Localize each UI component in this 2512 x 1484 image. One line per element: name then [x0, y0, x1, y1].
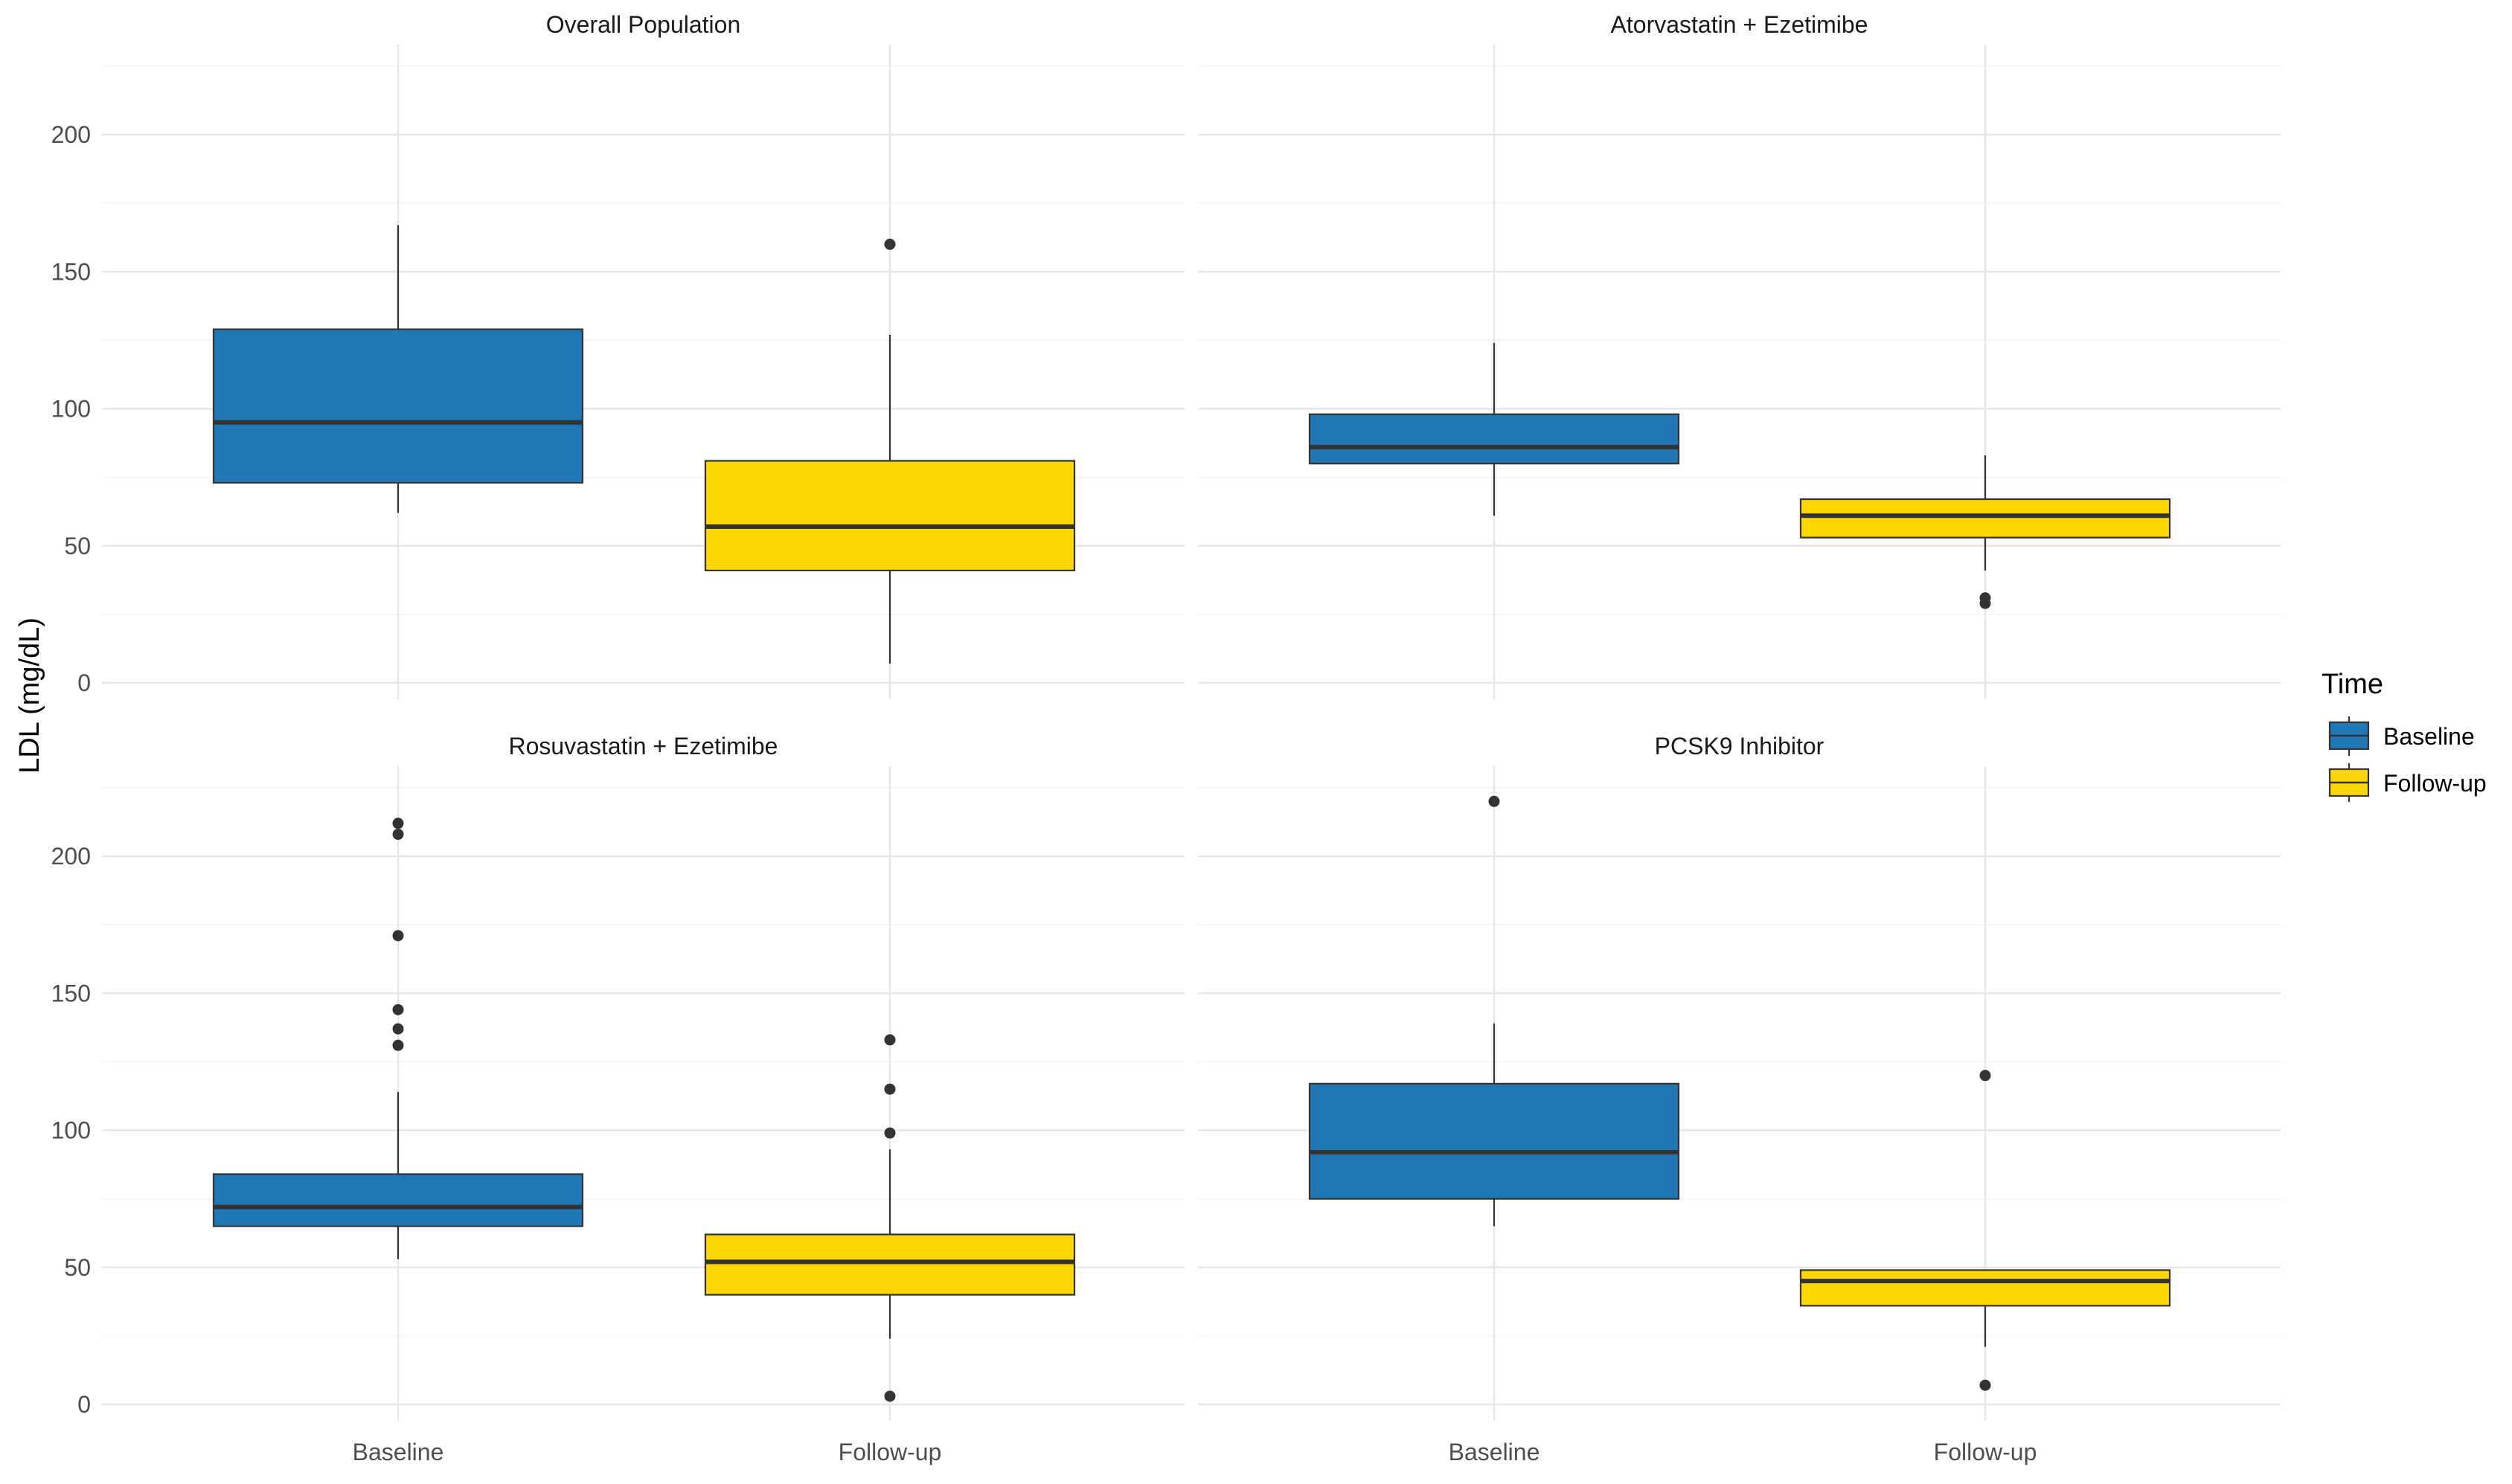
outlier-point-rosuvastatin-ezetimibe-follow-up-0: [884, 1390, 896, 1402]
outlier-point-rosuvastatin-ezetimibe-baseline-0: [392, 1039, 404, 1051]
y-tick-label-200: 200: [51, 121, 91, 148]
box-overall-population-baseline: [212, 225, 584, 513]
box-body-overall-population-follow-up: [704, 460, 1076, 572]
outlier-point-rosuvastatin-ezetimibe-follow-up-2: [884, 1083, 896, 1095]
facet-panel-overall-population: Overall Population 0 50 100 150 200: [51, 11, 1185, 699]
facet-panel-rosuvastatin-ezetimibe: Rosuvastatin + Ezetimibe 0 50 100 150 200 Base…: [51, 733, 1185, 1465]
x-tick-label-baseline: Baseline: [1449, 1439, 1540, 1465]
outlier-point-atorvastatin-ezetimibe-follow-up-1: [1979, 592, 1991, 604]
y-tick-label-50: 50: [64, 533, 91, 559]
x-tick-label-follow-up: Follow-up: [839, 1439, 942, 1465]
facet-panel-pcsk9-inhibitor: PCSK9 Inhibitor Baseline Follow-up: [1198, 733, 2281, 1465]
box-pcsk9-inhibitor-baseline: [1308, 795, 1680, 1227]
box-atorvastatin-ezetimibe-baseline: [1308, 343, 1680, 516]
facet-title-rosuvastatin-ezetimibe: Rosuvastatin + Ezetimibe: [509, 733, 778, 759]
box-body-rosuvastatin-ezetimibe-follow-up: [704, 1233, 1076, 1296]
y-tick-label-0: 0: [77, 669, 91, 696]
facet-panel-atorvastatin-ezetimibe: Atorvastatin + Ezetimibe: [1198, 11, 2281, 699]
facet-title-pcsk9-inhibitor: PCSK9 Inhibitor: [1655, 733, 1824, 759]
box-body-pcsk9-inhibitor-follow-up: [1799, 1269, 2171, 1307]
outlier-point-pcsk9-inhibitor-follow-up-0: [1979, 1379, 1991, 1391]
outlier-point-rosuvastatin-ezetimibe-follow-up-3: [884, 1034, 896, 1046]
outlier-point-pcsk9-inhibitor-baseline-0: [1488, 795, 1500, 807]
outlier-point-rosuvastatin-ezetimibe-baseline-1: [392, 1023, 404, 1035]
box-overall-population-follow-up: [704, 238, 1076, 664]
box-rosuvastatin-ezetimibe-baseline: [212, 818, 584, 1259]
outlier-point-rosuvastatin-ezetimibe-baseline-3: [392, 930, 404, 942]
box-body-pcsk9-inhibitor-baseline: [1308, 1082, 1680, 1200]
legend-label-follow-up: Follow-up: [2383, 770, 2487, 797]
legend-title: Time: [2322, 669, 2383, 700]
y-tick-label-0: 0: [77, 1391, 91, 1418]
y-tick-label-200: 200: [51, 843, 91, 870]
y-tick-label-150: 150: [51, 258, 91, 285]
y-tick-label-100: 100: [51, 1117, 91, 1144]
facet-title-overall-population: Overall Population: [546, 11, 740, 38]
y-tick-label-50: 50: [64, 1254, 91, 1281]
legend-label-baseline: Baseline: [2383, 723, 2475, 750]
box-atorvastatin-ezetimibe-follow-up: [1799, 455, 2171, 609]
box-body-rosuvastatin-ezetimibe-baseline: [212, 1173, 584, 1227]
facet-title-atorvastatin-ezetimibe: Atorvastatin + Ezetimibe: [1611, 11, 1868, 38]
y-axis-title: LDL (mg/dL): [14, 617, 45, 774]
box-body-atorvastatin-ezetimibe-follow-up: [1799, 498, 2171, 539]
box-body-overall-population-baseline: [212, 328, 584, 484]
y-tick-label-150: 150: [51, 980, 91, 1006]
outlier-point-rosuvastatin-ezetimibe-baseline-4: [392, 829, 404, 841]
outlier-point-rosuvastatin-ezetimibe-follow-up-1: [884, 1127, 896, 1139]
y-tick-label-100: 100: [51, 396, 91, 423]
legend: Time Baseline Follow-up: [2322, 669, 2487, 802]
outlier-point-rosuvastatin-ezetimibe-baseline-5: [392, 818, 404, 829]
legend-item-follow-up: Follow-up: [2328, 763, 2487, 802]
box-body-atorvastatin-ezetimibe-baseline: [1308, 413, 1680, 465]
x-tick-label-baseline: Baseline: [353, 1439, 444, 1465]
legend-item-baseline: Baseline: [2328, 716, 2475, 756]
outlier-point-rosuvastatin-ezetimibe-baseline-2: [392, 1003, 404, 1015]
outlier-point-pcsk9-inhibitor-follow-up-1: [1979, 1070, 1991, 1082]
outlier-point-overall-population-follow-up-0: [884, 238, 896, 250]
x-tick-label-follow-up: Follow-up: [1934, 1439, 2037, 1465]
box-pcsk9-inhibitor-follow-up: [1799, 1070, 2171, 1391]
box-rosuvastatin-ezetimibe-follow-up: [704, 1034, 1076, 1402]
